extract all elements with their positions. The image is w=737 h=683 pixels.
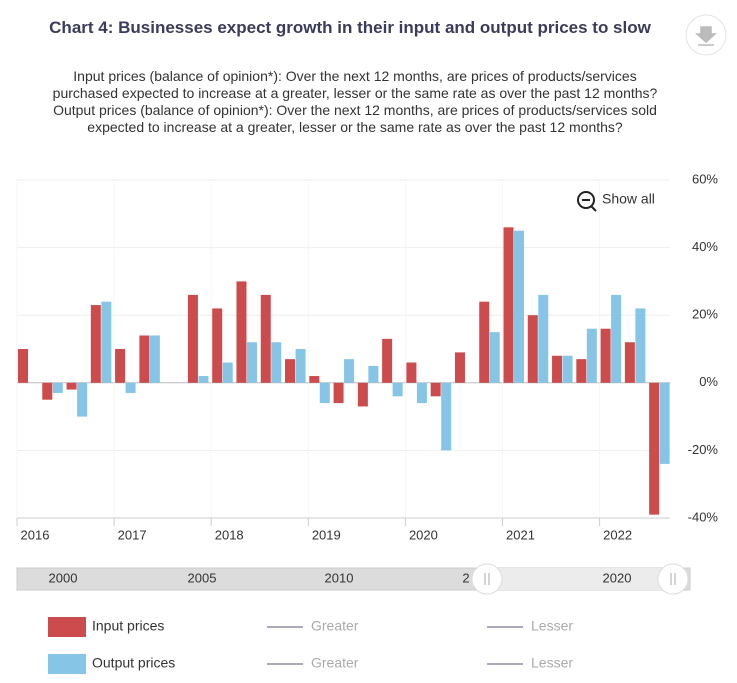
bar	[454, 352, 465, 383]
bar	[441, 382, 452, 451]
legend-label: Output prices	[92, 655, 175, 671]
navigator-label: 2	[462, 570, 469, 585]
bar	[115, 349, 126, 383]
bar	[635, 308, 646, 383]
bar	[90, 305, 101, 383]
bar	[479, 301, 490, 383]
bar	[309, 376, 320, 383]
bar	[18, 349, 28, 383]
x-tick-label: 2018	[215, 527, 244, 542]
legend-swatch	[48, 654, 86, 674]
bar	[125, 382, 136, 393]
chart-subtitle: Input prices (balance of opinion*): Over…	[52, 68, 658, 135]
bar	[149, 335, 160, 383]
bar	[246, 342, 257, 383]
bar	[562, 355, 573, 383]
bar	[222, 362, 233, 383]
legend-label: Input prices	[92, 618, 164, 634]
bar	[649, 382, 660, 515]
bar	[552, 355, 563, 383]
bar	[236, 281, 247, 383]
bar	[42, 382, 53, 400]
bar	[198, 376, 209, 383]
bar	[503, 227, 514, 383]
bar	[392, 382, 403, 397]
bar	[586, 328, 597, 383]
zoom-icon[interactable]	[577, 191, 595, 209]
x-tick-label: 2016	[21, 527, 50, 542]
bar	[600, 328, 611, 383]
bar	[101, 301, 112, 383]
x-tick-label: 2022	[603, 527, 632, 542]
bar	[538, 294, 549, 383]
bar	[406, 362, 417, 383]
y-tick-label: -20%	[688, 442, 719, 457]
bar	[382, 338, 393, 383]
bar	[527, 315, 538, 383]
y-tick-label: 40%	[692, 239, 718, 254]
bar	[659, 382, 670, 464]
bar	[611, 294, 622, 383]
bar	[187, 294, 198, 383]
y-tick-label: 60%	[692, 171, 718, 186]
bar	[295, 349, 306, 383]
bar	[260, 294, 271, 383]
bar	[576, 359, 587, 383]
x-tick-label: 2017	[118, 527, 147, 542]
navigator-label: 2020	[603, 570, 632, 585]
bar	[489, 332, 500, 383]
navigator-label: 2010	[325, 570, 354, 585]
legend-label: Greater	[311, 655, 359, 671]
x-tick-label: 2021	[506, 527, 535, 542]
bar	[66, 382, 77, 390]
navigator-selection[interactable]	[487, 568, 673, 590]
y-tick-label: 20%	[692, 307, 718, 322]
bar	[139, 335, 150, 383]
zoom-icon-handle	[590, 205, 597, 212]
y-tick-label: -40%	[688, 509, 719, 524]
bar	[344, 359, 355, 383]
bar	[368, 365, 379, 383]
legend-swatch	[48, 617, 86, 637]
bar	[212, 308, 223, 383]
download-icon	[695, 26, 717, 46]
legend-label: Lesser	[531, 655, 573, 671]
bar	[333, 382, 344, 404]
navigator-handle[interactable]	[471, 563, 503, 595]
bar	[319, 382, 330, 404]
x-tick-label: 2019	[312, 527, 341, 542]
show-all[interactable]: Show all	[602, 191, 655, 207]
bar	[285, 359, 296, 383]
bar	[416, 382, 427, 404]
bar	[357, 382, 368, 407]
chart-title: Chart 4: Businesses expect growth in the…	[49, 18, 651, 37]
navigator-label: 2000	[49, 570, 78, 585]
y-tick-label: 0%	[699, 374, 718, 389]
legend-label: Lesser	[531, 618, 573, 634]
navigator-handle[interactable]	[657, 563, 689, 595]
navigator-label: 2005	[188, 570, 217, 585]
legend-label: Greater	[311, 618, 359, 634]
bar	[624, 342, 635, 383]
bar	[514, 230, 524, 383]
bar	[77, 382, 88, 417]
bar	[430, 382, 441, 397]
bar	[271, 342, 282, 383]
bar	[52, 382, 63, 393]
x-tick-label: 2020	[409, 527, 438, 542]
